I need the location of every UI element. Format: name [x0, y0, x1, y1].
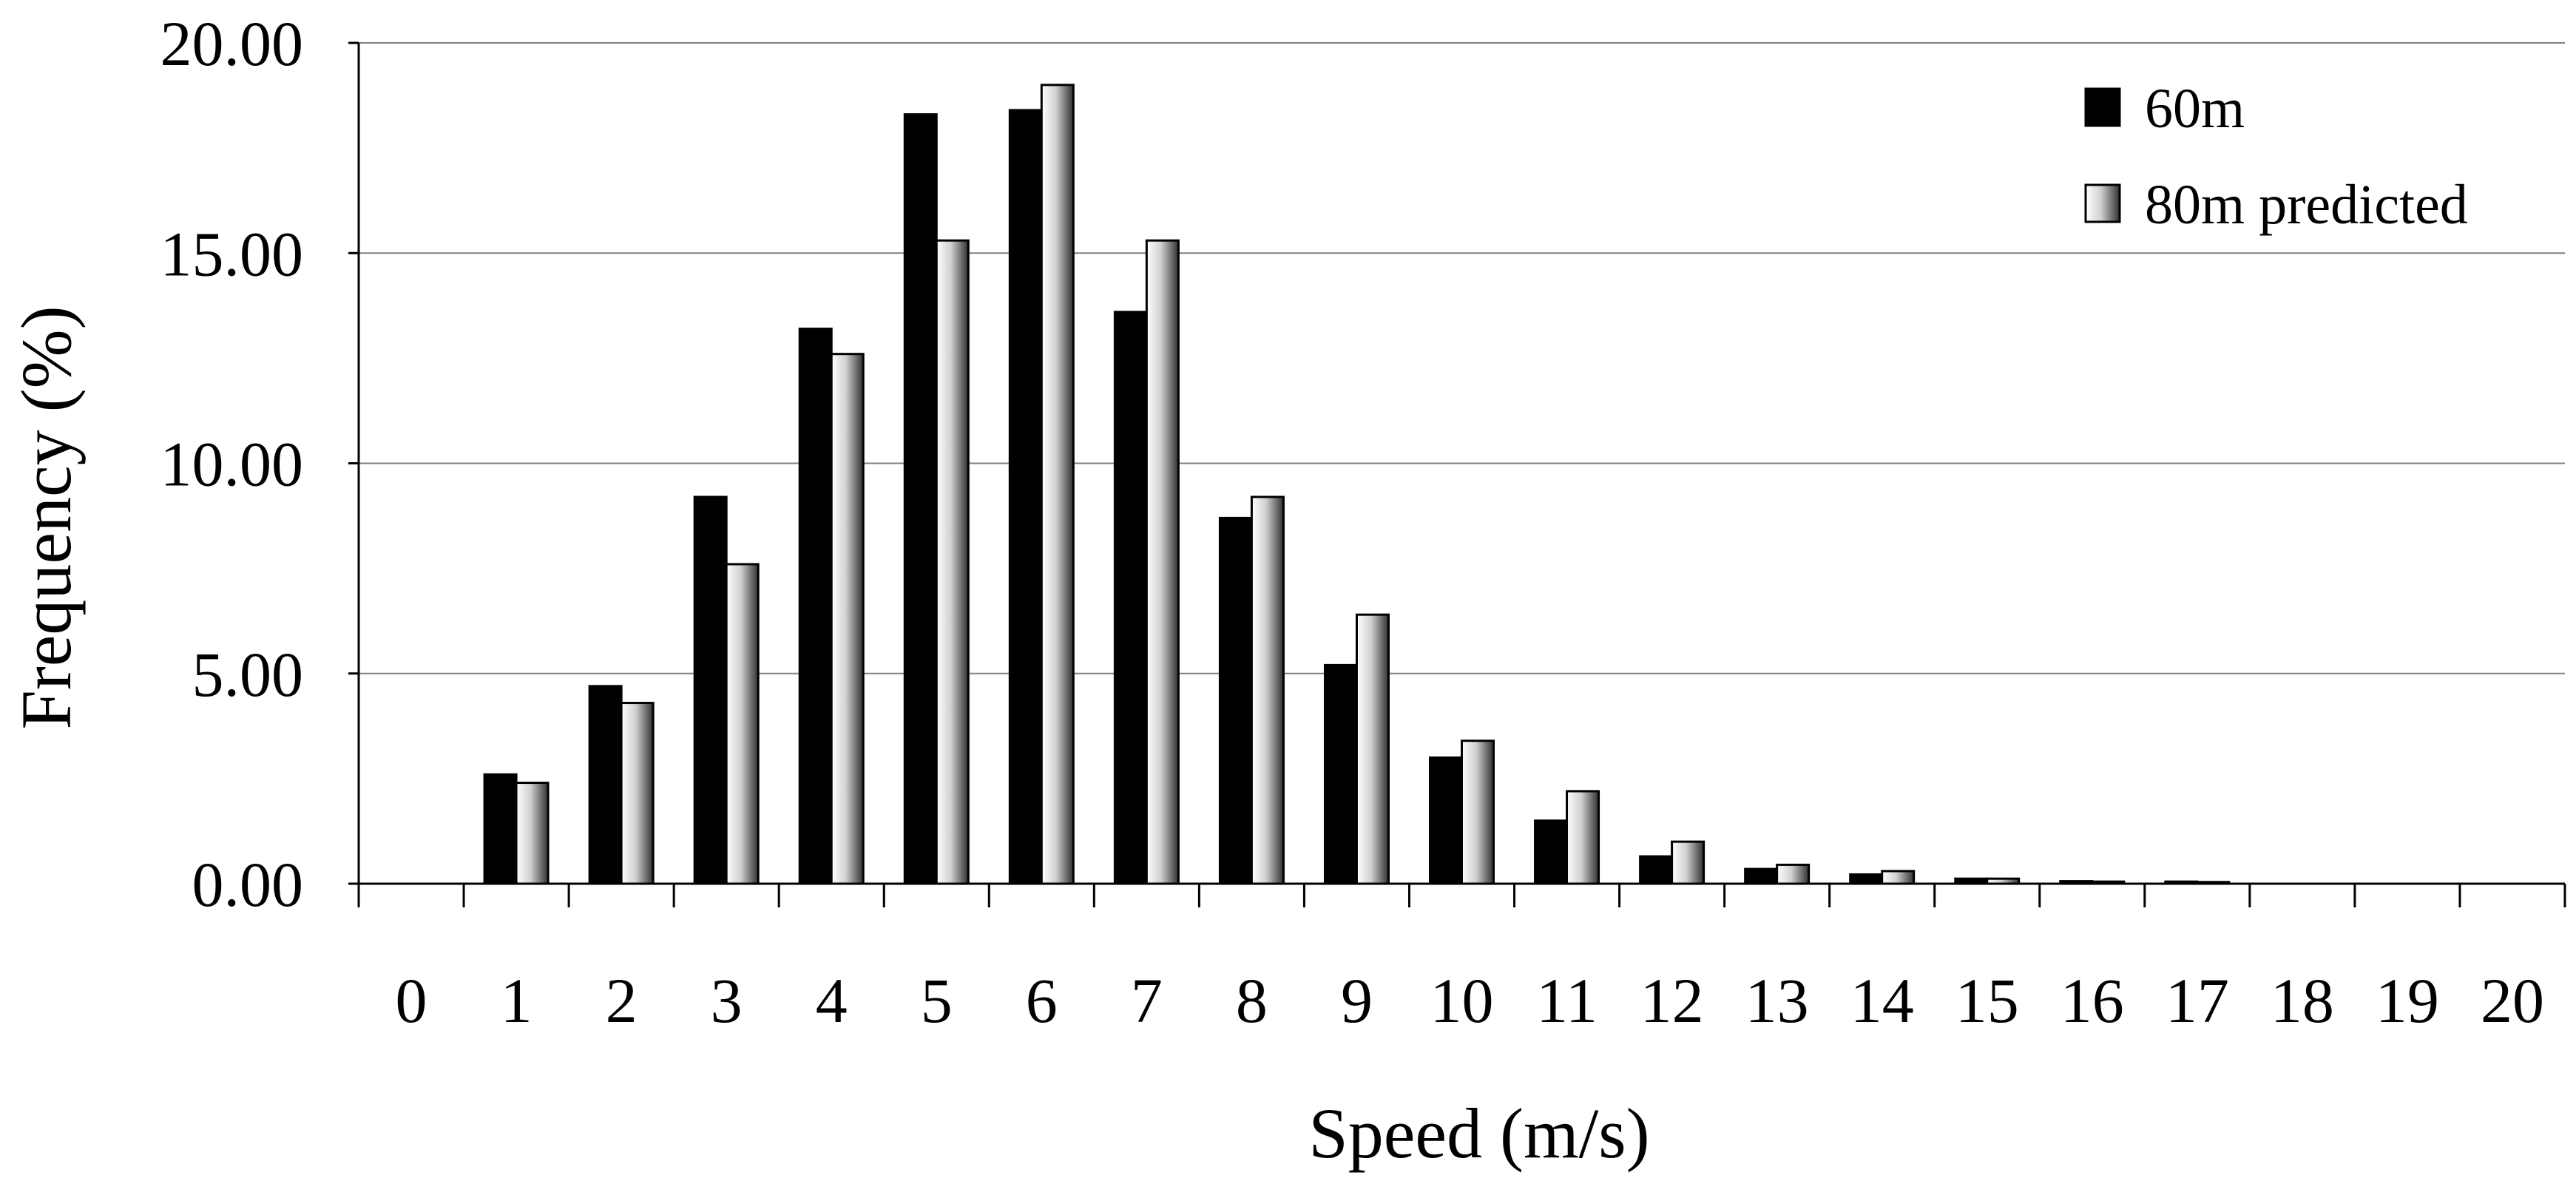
bar-60m-14 [1849, 873, 1884, 885]
y-tick-label: 15.00 [160, 218, 304, 289]
bar-60m-12 [1639, 855, 1674, 885]
legend-label-60m: 60m [2145, 78, 2245, 140]
legend-swatch-80m-predicted [2084, 183, 2121, 223]
x-tick-label: 10 [1430, 965, 1494, 1036]
x-tick-label: 14 [1850, 965, 1914, 1036]
x-tick-label: 12 [1640, 965, 1704, 1036]
bar-80m-predicted-12 [1671, 840, 1705, 885]
x-tick-label: 8 [1236, 965, 1268, 1036]
bar-60m-8 [1218, 516, 1253, 885]
bar-80m-predicted-17 [2196, 881, 2231, 885]
bar-80m-predicted-8 [1250, 495, 1285, 885]
x-tick-label: 18 [2271, 965, 2334, 1036]
legend-label-80m-predicted: 80m predicted [2145, 174, 2468, 236]
bar-80m-predicted-4 [830, 353, 865, 885]
bar-80m-predicted-2 [620, 702, 655, 885]
legend: 60m 80m predicted [2084, 78, 2468, 236]
bar-60m-6 [1008, 109, 1043, 885]
bar-60m-1 [483, 773, 518, 885]
x-tick-label: 17 [2166, 965, 2229, 1036]
y-tick-label: 5.00 [192, 639, 304, 710]
bar-80m-predicted-6 [1040, 84, 1075, 885]
bar-60m-16 [2059, 880, 2094, 885]
bar-80m-predicted-3 [725, 563, 760, 885]
x-tick-label: 11 [1536, 965, 1598, 1036]
bar-80m-predicted-10 [1461, 740, 1495, 885]
bar-80m-predicted-16 [2091, 880, 2126, 885]
bar-80m-predicted-1 [515, 782, 550, 885]
bar-60m-9 [1323, 663, 1358, 885]
bar-60m-11 [1534, 819, 1569, 885]
bar-80m-predicted-14 [1881, 870, 1916, 885]
x-tick-label: 7 [1131, 965, 1163, 1036]
x-axis-title: Speed (m/s) [1308, 1094, 1649, 1173]
x-tick-label: 16 [2061, 965, 2124, 1036]
x-tick-label: 4 [816, 965, 848, 1036]
bar-80m-predicted-15 [1986, 877, 2021, 885]
y-tick-label: 10.00 [160, 429, 304, 500]
bar-80m-predicted-11 [1566, 790, 1600, 885]
x-tick-label: 20 [2481, 965, 2544, 1036]
bar-60m-10 [1429, 756, 1463, 885]
y-tick-label: 20.00 [160, 8, 304, 79]
bar-60m-7 [1113, 311, 1148, 885]
x-tick-label: 13 [1745, 965, 1809, 1036]
x-tick-label: 2 [606, 965, 638, 1036]
x-tick-label: 0 [396, 965, 427, 1036]
y-axis-title: Frequency (%) [7, 305, 86, 729]
bar-60m-4 [798, 328, 833, 885]
x-tick-label: 1 [501, 965, 533, 1036]
x-tick-label: 6 [1026, 965, 1058, 1036]
x-tick-label: 5 [921, 965, 953, 1036]
bar-60m-13 [1744, 867, 1779, 885]
x-tick-label: 15 [1955, 965, 2019, 1036]
bar-60m-17 [2164, 880, 2199, 885]
bars [483, 84, 2231, 885]
y-tick-label: 0.00 [192, 849, 304, 920]
bar-60m-2 [588, 685, 623, 885]
bar-60m-5 [903, 113, 938, 885]
bar-80m-predicted-9 [1355, 613, 1390, 885]
bar-60m-15 [1954, 877, 1989, 885]
bar-60m-3 [693, 495, 728, 885]
legend-swatch-60m [2084, 87, 2121, 127]
bar-80m-predicted-5 [935, 239, 970, 885]
x-tick-label: 19 [2376, 965, 2439, 1036]
bar-80m-predicted-7 [1145, 239, 1180, 885]
bar-80m-predicted-13 [1776, 863, 1811, 885]
x-tick-label: 9 [1341, 965, 1373, 1036]
x-tick-label: 3 [711, 965, 743, 1036]
